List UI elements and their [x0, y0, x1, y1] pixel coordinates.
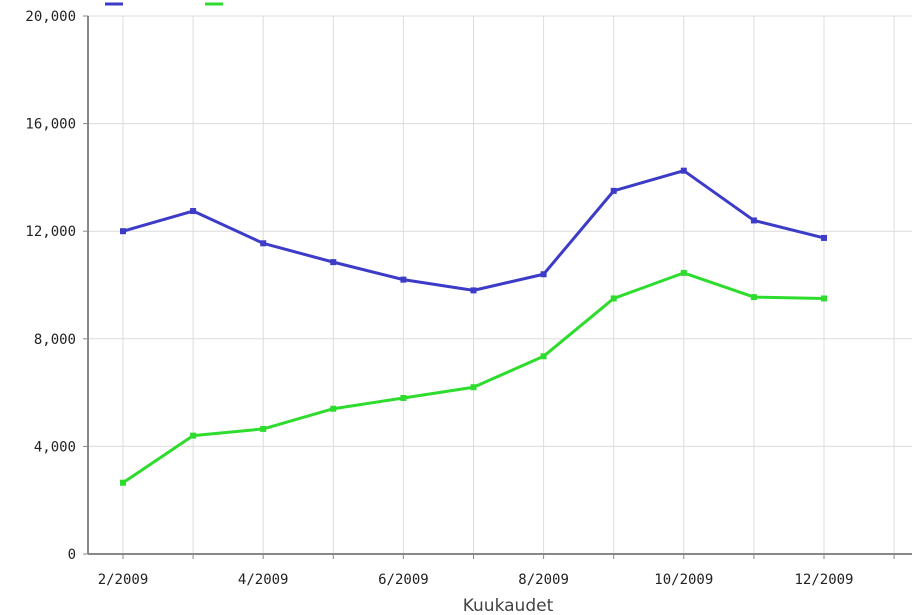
- data-point: [120, 228, 126, 235]
- data-point: [260, 425, 267, 432]
- data-point: [821, 295, 827, 302]
- x-tick-label: 12/2009: [794, 572, 853, 588]
- data-point: [260, 240, 267, 247]
- data-point: [190, 208, 197, 215]
- x-tick-label: 2/2009: [98, 572, 149, 588]
- y-tick-label: 20,000: [25, 9, 76, 25]
- data-point: [470, 384, 477, 391]
- data-point: [540, 353, 547, 360]
- data-point: [680, 167, 687, 174]
- data-point: [540, 271, 547, 278]
- series-1: [120, 167, 827, 294]
- x-tick-label: 8/2009: [518, 572, 569, 588]
- y-tick-label: 12,000: [25, 224, 76, 240]
- series-2: [120, 269, 827, 486]
- data-point: [610, 295, 617, 302]
- data-series: [120, 167, 827, 486]
- data-point: [400, 276, 407, 283]
- y-axis-tick-labels: 0 4,000 8,000 12,000 16,000 20,000: [25, 9, 76, 563]
- y-tick-label: 4,000: [34, 439, 76, 455]
- data-point: [610, 187, 617, 194]
- data-point: [190, 432, 197, 439]
- data-point: [821, 234, 827, 241]
- x-tick-label: 6/2009: [378, 572, 429, 588]
- axes: [83, 15, 912, 559]
- data-point: [330, 405, 337, 412]
- y-tick-label: 0: [68, 547, 76, 563]
- data-point: [470, 287, 477, 294]
- x-tick-label: 4/2009: [238, 572, 289, 588]
- data-point: [120, 479, 126, 486]
- x-axis-tick-labels: 2/2009 4/2009 6/2009 8/2009 10/2009 12/2009: [98, 572, 854, 588]
- y-tick-label: 8,000: [34, 332, 76, 348]
- data-point: [680, 269, 687, 276]
- x-axis-title: Kuukaudet: [463, 596, 554, 615]
- data-point: [330, 259, 337, 266]
- data-point: [750, 294, 757, 301]
- y-tick-label: 16,000: [25, 117, 76, 133]
- data-point: [750, 217, 757, 224]
- data-point: [400, 394, 407, 401]
- x-tick-label: 10/2009: [654, 572, 713, 588]
- grid-lines: [88, 15, 912, 555]
